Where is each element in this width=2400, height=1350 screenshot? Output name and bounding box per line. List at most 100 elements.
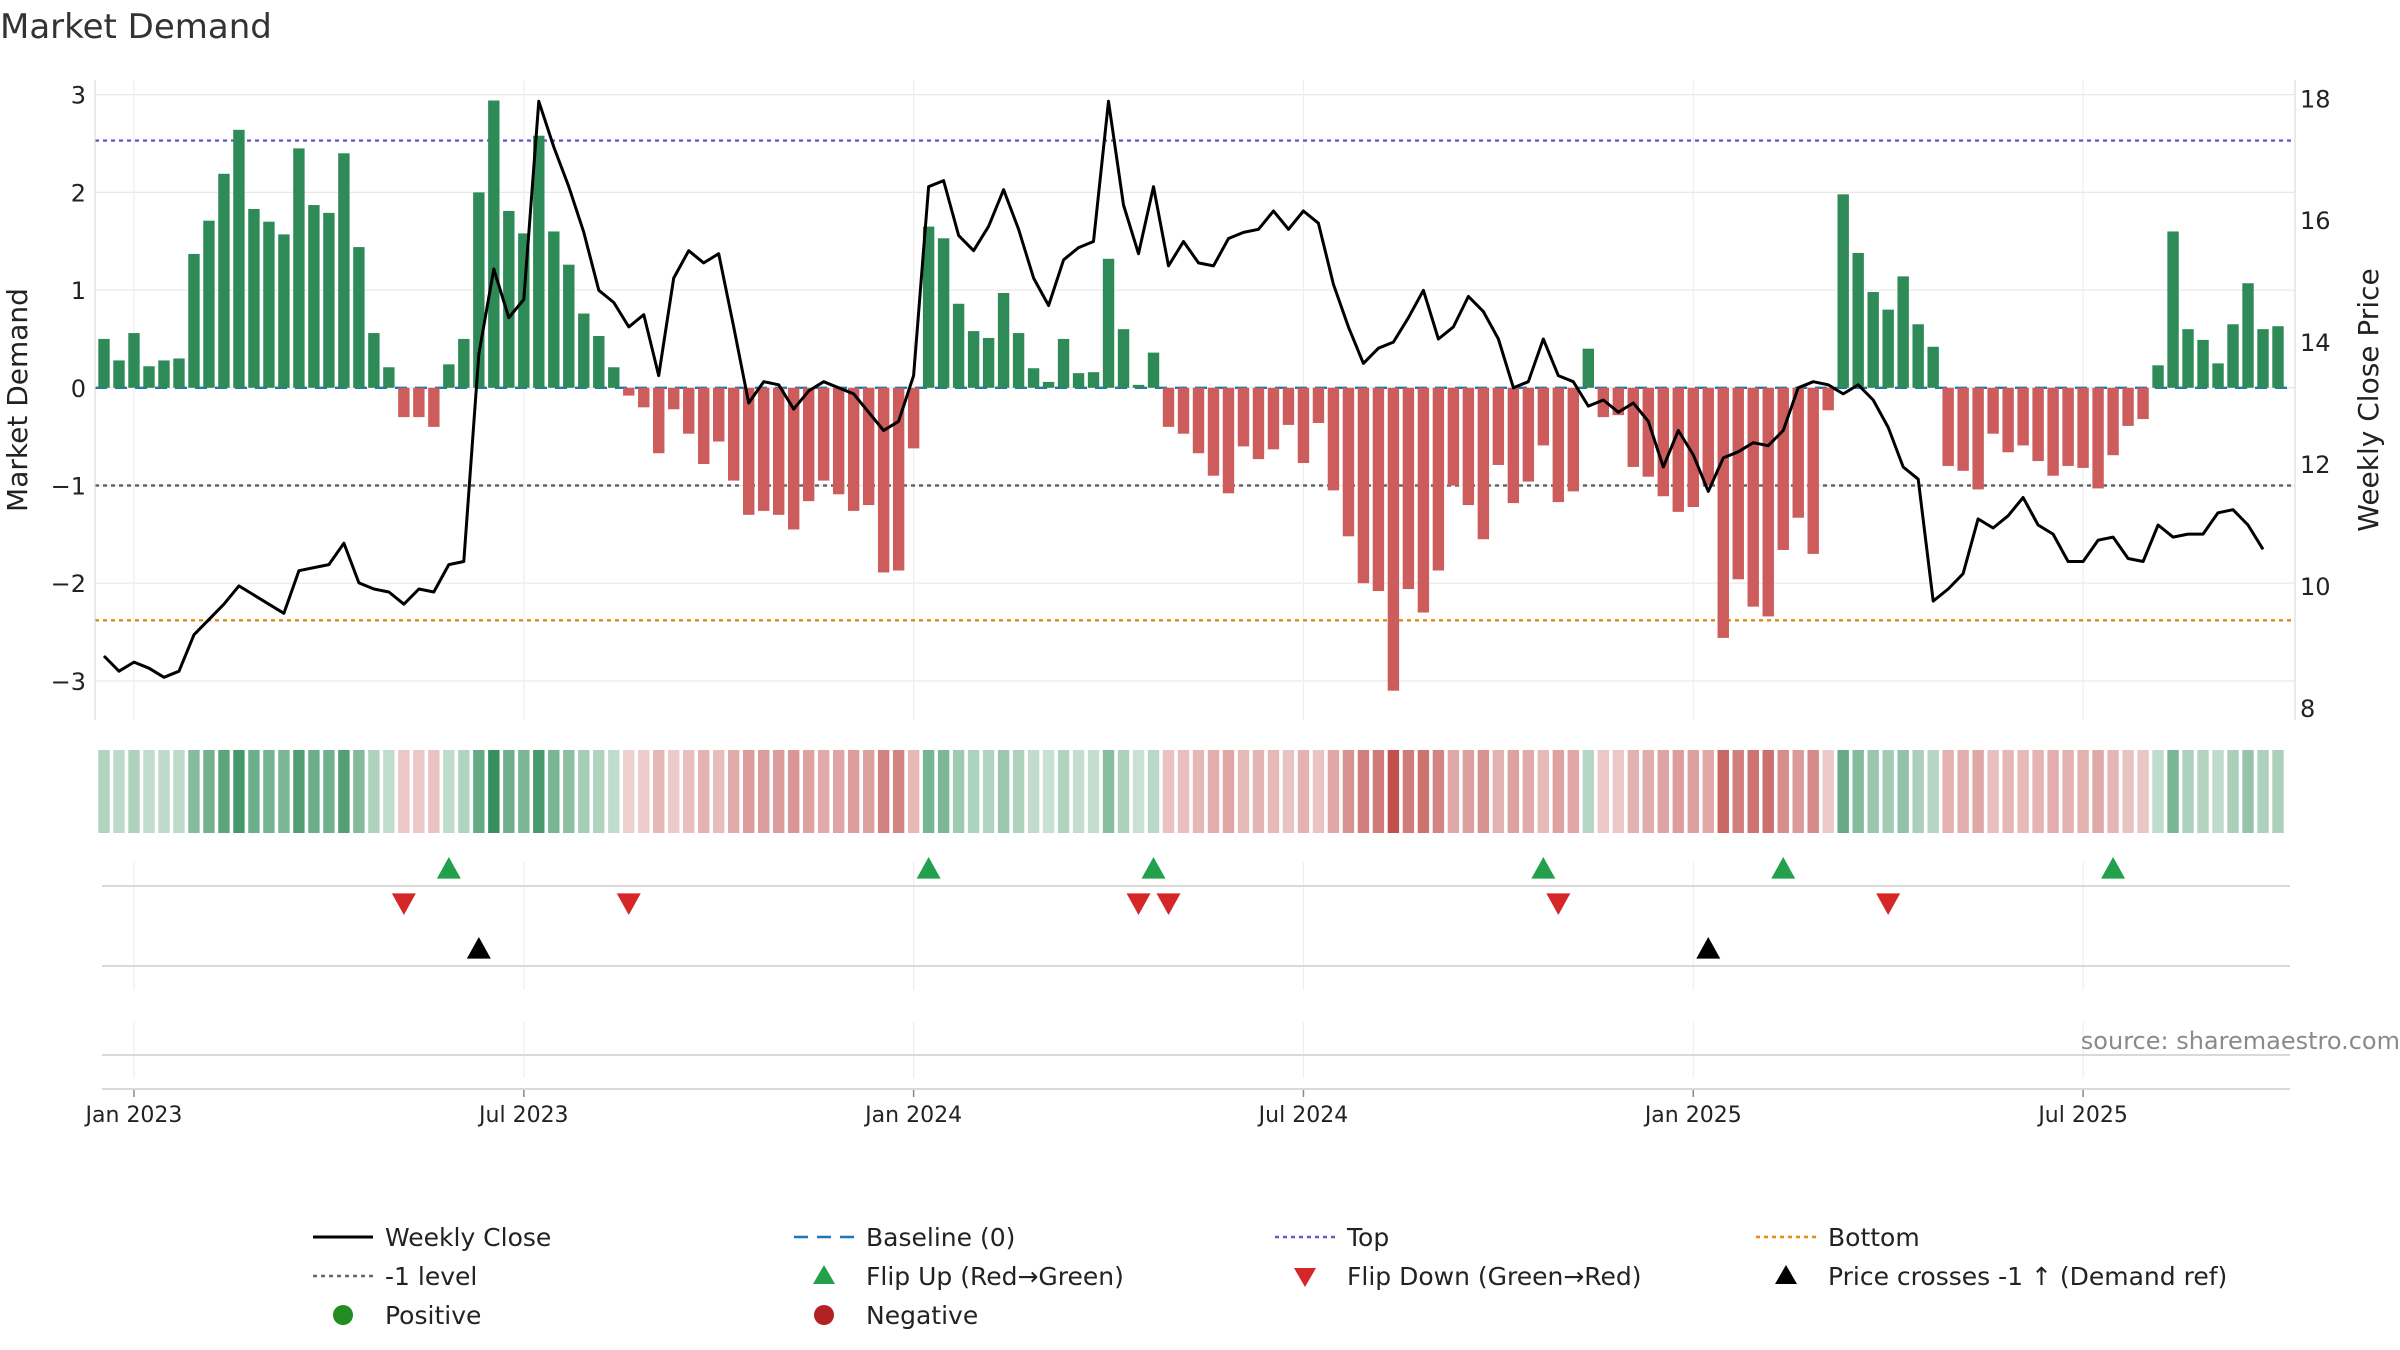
demand-bar-negative: [2062, 387, 2074, 466]
heat-cell: [967, 750, 980, 833]
demand-bar-negative: [698, 387, 710, 464]
left-tick-label: −1: [51, 472, 86, 500]
demand-bar-negative: [1942, 387, 1954, 466]
heat-cell: [2092, 750, 2104, 833]
heat-cell: [1912, 750, 1924, 833]
heat-cell: [2047, 750, 2059, 833]
right-tick-label: 16: [2300, 207, 2331, 235]
heat-cell: [1777, 750, 1789, 833]
demand-bar-negative: [413, 387, 425, 418]
right-tick-label: 10: [2300, 573, 2331, 601]
demand-bar-negative: [1162, 387, 1175, 427]
demand-bar-positive: [593, 336, 605, 388]
heat-cell: [458, 750, 470, 833]
heat-cell: [1927, 750, 1939, 833]
demand-bar-negative: [1747, 387, 1759, 607]
demand-bar-negative: [2092, 387, 2104, 489]
right-axis-label: Weekly Close Price: [2352, 268, 2385, 531]
demand-bar-positive: [1147, 352, 1160, 388]
heat-cell: [1807, 750, 1819, 833]
heat-cell: [1867, 750, 1879, 833]
demand-bar-negative: [2077, 387, 2089, 468]
flip-down-marker: [1546, 893, 1571, 915]
demand-bar-positive: [1132, 384, 1145, 388]
demand-bar-negative: [832, 387, 845, 495]
demand-bar-positive: [1927, 346, 1939, 388]
heat-cell: [757, 750, 770, 833]
heat-cell: [1342, 750, 1355, 833]
heat-cell: [1492, 750, 1505, 833]
heat-cell: [2107, 750, 2119, 833]
heat-cell: [2002, 750, 2014, 833]
heat-cell: [413, 750, 425, 833]
demand-bar-negative: [892, 387, 905, 571]
weekly-close-line: [102, 99, 2265, 679]
demand-bar-negative: [1372, 387, 1385, 592]
price-cross-marker: [466, 937, 491, 959]
demand-bar-positive: [203, 220, 215, 388]
demand-bar-positive: [113, 360, 125, 388]
flip-down-marker: [1156, 893, 1181, 915]
heat-cell: [443, 750, 455, 833]
heat-cell: [188, 750, 200, 833]
heat-cell: [1207, 750, 1220, 833]
price-series: [102, 99, 2265, 679]
heat-cell: [937, 750, 950, 833]
heat-cell: [877, 750, 890, 833]
heat-cell: [892, 750, 905, 833]
legend-swatch: [1294, 1268, 1316, 1287]
heat-cell: [1612, 750, 1625, 833]
demand-bar-positive: [473, 192, 485, 388]
legend-item-negative: Negative: [814, 1301, 978, 1330]
heat-cell: [638, 750, 650, 833]
heat-cell: [1057, 750, 1070, 833]
x-tick-label: Jan 2023: [84, 1103, 183, 1128]
x-tick-label: Jul 2023: [477, 1103, 569, 1128]
heat-cell: [2137, 750, 2149, 833]
heat-cell: [338, 750, 350, 833]
demand-bar-positive: [248, 208, 260, 388]
heat-cell: [1897, 750, 1909, 833]
flip-up-marker: [2101, 857, 2126, 879]
demand-bar-positive: [952, 303, 965, 388]
legend-label: Flip Up (Red→Green): [866, 1262, 1124, 1291]
demand-bar-negative: [1657, 387, 1669, 497]
heat-cell: [1477, 750, 1490, 833]
heat-cell: [473, 750, 485, 833]
heat-cell: [698, 750, 710, 833]
heat-cell: [1267, 750, 1280, 833]
heat-cell: [398, 750, 410, 833]
legend-label: Top: [1346, 1223, 1389, 1252]
demand-bar-negative: [728, 387, 740, 481]
legend-label: Positive: [385, 1301, 481, 1330]
demand-bar-negative: [2107, 387, 2119, 456]
demand-bar-positive: [578, 313, 590, 388]
demand-bar-positive: [293, 148, 305, 388]
heat-cell: [1537, 750, 1550, 833]
heat-cell: [158, 750, 170, 833]
heat-cell: [922, 750, 935, 833]
demand-bar-negative: [1207, 387, 1220, 476]
demand-bar-positive: [443, 364, 455, 388]
heat-cell: [248, 750, 260, 833]
demand-bar-positive: [2227, 324, 2239, 388]
legend-item-positive: Positive: [333, 1301, 481, 1330]
heat-cell: [668, 750, 680, 833]
heat-cell: [278, 750, 290, 833]
demand-bar-positive: [98, 338, 110, 388]
heat-cell: [1672, 750, 1684, 833]
demand-bar-negative: [802, 387, 815, 502]
demand-bar-positive: [982, 337, 995, 388]
heat-cell: [233, 750, 245, 833]
demand-bar-negative: [1537, 387, 1550, 446]
demand-bar-negative: [1357, 387, 1370, 584]
demand-bar-negative: [2002, 387, 2014, 453]
legend-item-cross: Price crosses -1 ↑ (Demand ref): [1775, 1262, 2227, 1291]
demand-bar-positive: [323, 212, 335, 388]
heat-cell: [1372, 750, 1385, 833]
heat-cell: [1282, 750, 1295, 833]
heat-cell: [623, 750, 635, 833]
demand-bar-positive: [2272, 326, 2284, 388]
demand-bar-negative: [1552, 387, 1565, 503]
